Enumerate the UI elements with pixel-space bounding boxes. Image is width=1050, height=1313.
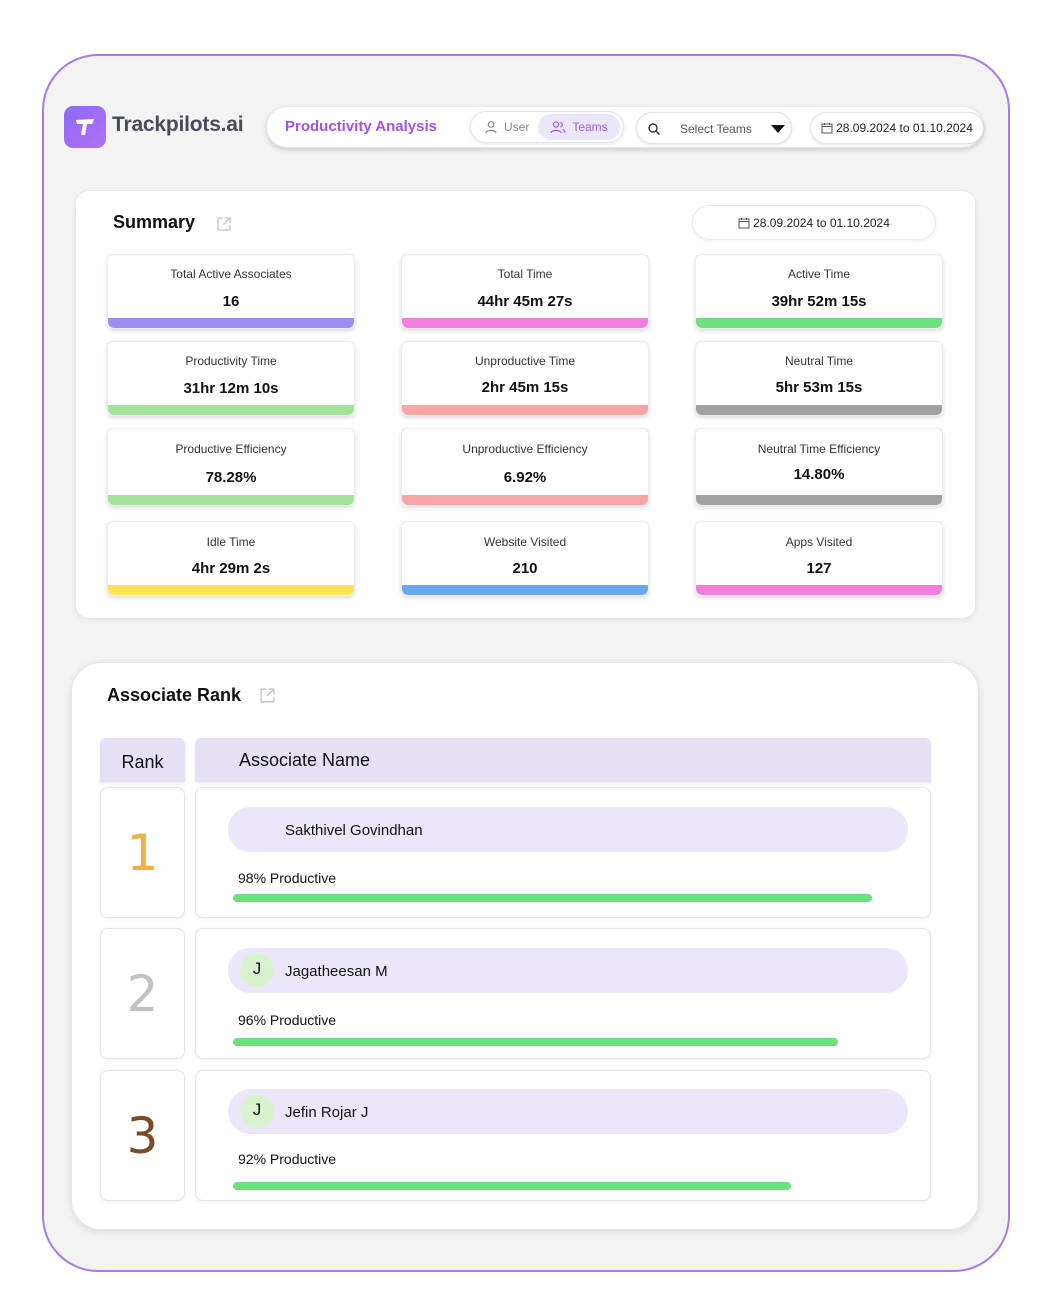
stat-label: Website Visited <box>483 535 567 549</box>
stat-value: 14.80% <box>793 466 845 483</box>
stat-value: 127 <box>806 560 832 577</box>
stat-color-bar <box>696 405 942 415</box>
header-date-range-picker[interactable]: 28.09.2024 to 01.10.2024 <box>810 112 984 144</box>
avatar: J <box>240 1094 274 1128</box>
toggle-user-button[interactable]: User <box>480 114 533 140</box>
stat-label: Productive Efficiency <box>175 442 287 456</box>
stat-label: Productivity Time <box>185 354 277 368</box>
productive-percent-text: 92% Productive <box>238 1151 337 1167</box>
stat-value: 44hr 45m 27s <box>477 293 573 310</box>
stat-label: Neutral Time <box>784 354 854 368</box>
stat-card-total-active-associates: Total Active Associates 16 <box>107 254 355 329</box>
summary-date-range[interactable]: 28.09.2024 to 01.10.2024 <box>692 205 936 240</box>
external-link-icon[interactable] <box>259 687 276 704</box>
trackpilots-logo-icon <box>64 106 106 148</box>
stat-color-bar <box>696 495 942 505</box>
select-teams-placeholder: Select Teams <box>680 122 752 136</box>
column-header-rank: Rank <box>100 738 185 782</box>
external-link-icon[interactable] <box>216 216 232 232</box>
associate-name: Sakthivel Govindhan <box>285 822 423 839</box>
stat-label: Unproductive Time <box>474 354 576 368</box>
stat-value: 5hr 53m 15s <box>775 379 863 396</box>
stat-card-active-time: Active Time 39hr 52m 15s <box>695 254 943 329</box>
brand-name: Trackpilots.ai <box>112 113 244 136</box>
teams-icon <box>550 121 566 134</box>
stat-label: Active Time <box>787 267 850 281</box>
toggle-teams-label: Teams <box>572 120 608 134</box>
stat-color-bar <box>108 318 354 328</box>
associate-name-pill <box>228 807 908 852</box>
associate-name: Jagatheesan M <box>285 963 388 980</box>
column-header-associate-name: Associate Name <box>195 738 931 782</box>
select-teams-dropdown[interactable]: Select Teams <box>636 112 792 144</box>
summary-date-range-text: 28.09.2024 to 01.10.2024 <box>753 215 890 230</box>
stat-label: Total Active Associates <box>170 267 292 281</box>
rank-number: 1 <box>100 787 185 918</box>
calendar-icon <box>821 123 833 134</box>
stat-card-unproductive-time: Unproductive Time 2hr 45m 15s <box>401 341 649 416</box>
toggle-teams-button[interactable]: Teams <box>538 114 620 140</box>
stat-label: Total Time <box>497 267 553 281</box>
productivity-progress-fill <box>233 894 873 902</box>
stat-card-idle-time: Idle Time 4hr 29m 2s <box>107 521 355 596</box>
stat-value: 78.28% <box>205 469 257 486</box>
associate-name-pill <box>228 948 908 993</box>
chevron-down-icon <box>771 125 785 133</box>
rank-number: 2 <box>100 928 185 1059</box>
stat-label: Unproductive Efficiency <box>462 442 588 456</box>
stat-value: 210 <box>512 560 538 577</box>
summary-title: Summary <box>113 212 196 232</box>
productivity-progress-fill <box>233 1038 839 1046</box>
productive-percent-text: 96% Productive <box>238 1012 337 1028</box>
stat-label: Neutral Time Efficiency <box>757 442 881 456</box>
stat-color-bar <box>108 495 354 505</box>
productivity-progress-fill <box>233 1182 791 1190</box>
stat-label: Apps Visited <box>785 535 853 549</box>
stat-card-neutral-time: Neutral Time 5hr 53m 15s <box>695 341 943 416</box>
productivity-progress-bar <box>233 1182 913 1190</box>
stat-card-productivity-time: Productivity Time 31hr 12m 10s <box>107 341 355 416</box>
stat-color-bar <box>402 318 648 328</box>
avatar: J <box>240 953 274 987</box>
stat-color-bar <box>696 585 942 595</box>
stat-card-unproductive-efficiency: Unproductive Efficiency 6.92% <box>401 428 649 506</box>
page-title: Productivity Analysis <box>285 118 437 135</box>
stat-color-bar <box>402 585 648 595</box>
stat-value: 39hr 52m 15s <box>771 293 867 310</box>
toggle-user-label: User <box>504 120 530 134</box>
stat-card-website-visited: Website Visited 210 <box>401 521 649 596</box>
productivity-progress-bar <box>233 894 913 902</box>
stat-value: 4hr 29m 2s <box>191 560 271 577</box>
user-icon <box>485 121 497 134</box>
stat-color-bar <box>108 585 354 595</box>
stat-card-apps-visited: Apps Visited 127 <box>695 521 943 596</box>
rank-number: 3 <box>100 1070 185 1201</box>
stat-color-bar <box>108 405 354 415</box>
productive-percent-text: 98% Productive <box>238 870 337 886</box>
calendar-icon <box>738 217 750 228</box>
associate-name: Jefin Rojar J <box>285 1104 369 1121</box>
stat-card-neutral-time-efficiency: Neutral Time Efficiency 14.80% <box>695 428 943 506</box>
stat-value: 2hr 45m 15s <box>481 379 569 396</box>
stat-value: 31hr 12m 10s <box>183 380 279 397</box>
stat-label: Idle Time <box>206 535 256 549</box>
stat-card-productive-efficiency: Productive Efficiency 78.28% <box>107 428 355 506</box>
associate-rank-title: Associate Rank <box>107 685 242 705</box>
stat-value: 16 <box>222 293 240 310</box>
stat-color-bar <box>402 405 648 415</box>
productivity-progress-bar <box>233 1038 913 1046</box>
header-date-range-text: 28.09.2024 to 01.10.2024 <box>836 121 973 135</box>
stat-color-bar <box>402 495 648 505</box>
stat-value: 6.92% <box>503 469 547 486</box>
associate-name-pill <box>228 1089 908 1134</box>
stat-card-total-time: Total Time 44hr 45m 27s <box>401 254 649 329</box>
stat-color-bar <box>696 318 942 328</box>
search-icon <box>648 123 660 135</box>
